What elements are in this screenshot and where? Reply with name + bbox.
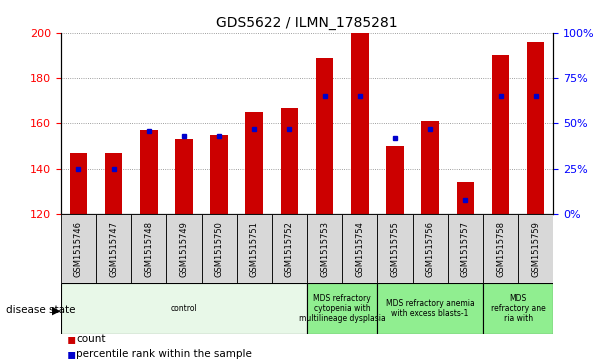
Bar [96,214,131,283]
Bar [69,153,87,214]
Text: ▪: ▪ [67,333,76,346]
Bar [386,146,404,214]
Text: GSM1515755: GSM1515755 [390,221,399,277]
Bar [61,283,307,334]
Bar [167,214,201,283]
Bar [492,55,510,214]
Text: GSM1515750: GSM1515750 [215,221,224,277]
Text: GSM1515749: GSM1515749 [179,221,188,277]
Title: GDS5622 / ILMN_1785281: GDS5622 / ILMN_1785281 [216,16,398,30]
Text: GSM1515751: GSM1515751 [250,221,259,277]
Text: percentile rank within the sample: percentile rank within the sample [76,349,252,359]
Text: MDS refractory anemia
with excess blasts-1: MDS refractory anemia with excess blasts… [386,299,474,318]
Bar [281,107,299,214]
Bar [413,214,447,283]
Text: ▪: ▪ [67,347,76,361]
Bar [447,214,483,283]
Bar [210,135,228,214]
Bar [140,130,157,214]
Bar [351,33,368,214]
Text: count: count [76,334,106,344]
Text: GSM1515756: GSM1515756 [426,221,435,277]
Bar [201,214,237,283]
Text: MDS refractory
cytopenia with
multilineage dysplasia: MDS refractory cytopenia with multilinea… [299,294,385,323]
Bar [342,214,378,283]
Text: GSM1515747: GSM1515747 [109,221,118,277]
Bar [131,214,167,283]
Bar [527,42,545,214]
Text: control: control [171,304,197,313]
Bar [421,121,439,214]
Bar [378,283,483,334]
Text: GSM1515758: GSM1515758 [496,221,505,277]
Bar [483,214,518,283]
Bar [105,153,122,214]
Text: MDS
refractory ane
ria with: MDS refractory ane ria with [491,294,545,323]
Bar [378,214,413,283]
Bar [307,283,378,334]
Bar [175,139,193,214]
Text: ▶: ▶ [52,305,60,315]
Bar [316,58,333,214]
Bar [457,182,474,214]
Bar [61,214,96,283]
Bar [518,214,553,283]
Bar [272,214,307,283]
Text: GSM1515748: GSM1515748 [144,221,153,277]
Bar [307,214,342,283]
Text: GSM1515759: GSM1515759 [531,221,540,277]
Text: disease state: disease state [6,305,75,315]
Bar [237,214,272,283]
Text: GSM1515746: GSM1515746 [74,221,83,277]
Text: GSM1515757: GSM1515757 [461,221,470,277]
Text: GSM1515754: GSM1515754 [355,221,364,277]
Bar [246,112,263,214]
Text: GSM1515752: GSM1515752 [285,221,294,277]
Text: GSM1515753: GSM1515753 [320,221,329,277]
Bar [483,283,553,334]
